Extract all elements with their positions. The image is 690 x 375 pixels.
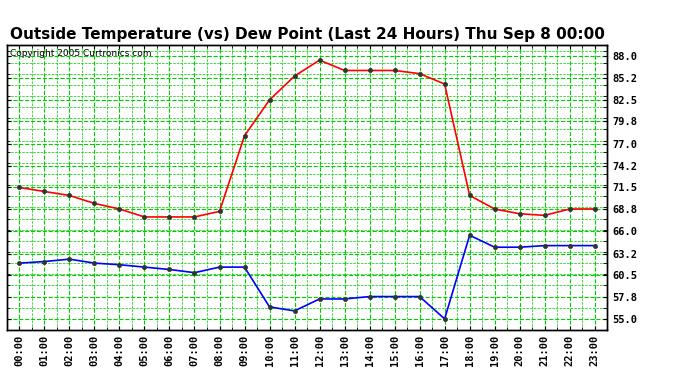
Title: Outside Temperature (vs) Dew Point (Last 24 Hours) Thu Sep 8 00:00: Outside Temperature (vs) Dew Point (Last… xyxy=(10,27,604,42)
Text: Copyright 2005 Curtronics.com: Copyright 2005 Curtronics.com xyxy=(10,49,151,58)
